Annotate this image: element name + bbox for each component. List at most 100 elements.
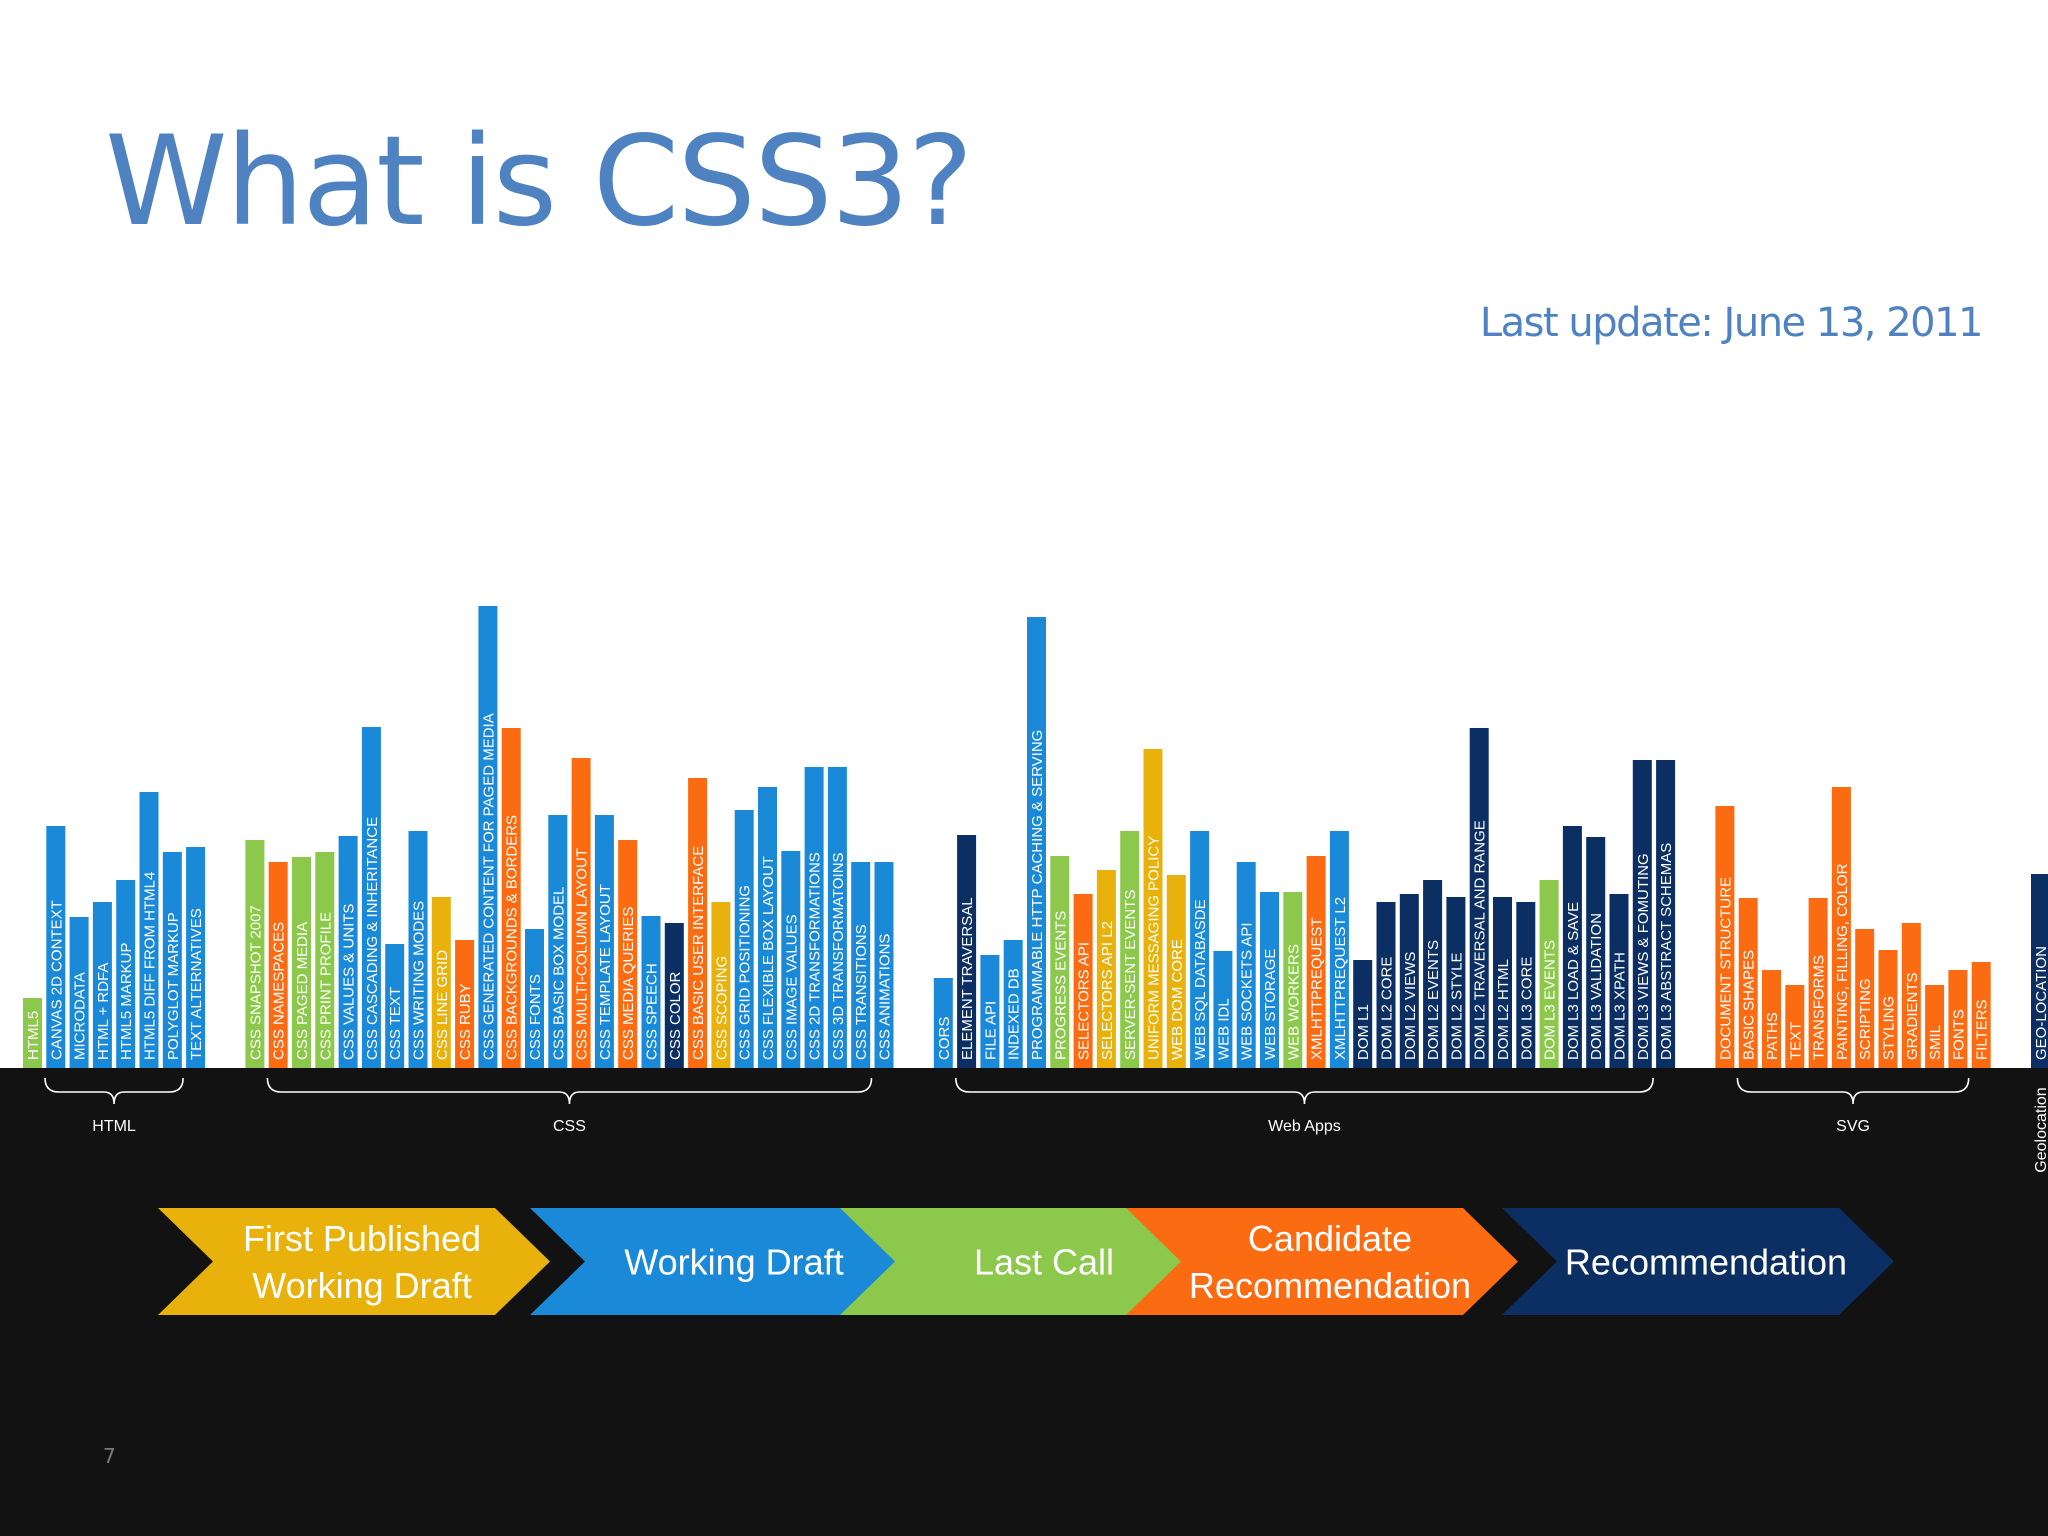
bar-label-selectors-api-l2: SELECTORS API L2 — [1099, 921, 1116, 1060]
bar-canvas-2d-context — [46, 826, 66, 1068]
bar-geo-location — [2031, 874, 2048, 1068]
group-bracket-svg — [1736, 1077, 1970, 1105]
bar-label-css-transitions: CSS TRANSITIONS — [853, 924, 870, 1060]
bar-label-html-rdfa: HTML + RDFA — [95, 963, 112, 1060]
bar-css-cascading-inheritance — [361, 727, 381, 1068]
bar-css-scoping — [711, 902, 731, 1068]
bar-label-css-scoping: CSS SCOPING — [713, 956, 730, 1060]
bar-label-cors: CORS — [936, 1017, 953, 1060]
bar-server-sent-events — [1120, 831, 1140, 1068]
bar-web-sql-databasde — [1190, 831, 1210, 1068]
bar-label-xmlhttprequest-l2: XMLHTTPREQUEST L2 — [1332, 897, 1349, 1060]
group-label-html: HTML — [92, 1118, 136, 1135]
bar-css-print-profile — [315, 852, 335, 1068]
legend-chevron-recommendation — [1502, 1208, 1894, 1315]
bar-label-canvas-2d-context: CANVAS 2D CONTEXT — [48, 900, 65, 1060]
bar-css-image-values — [781, 851, 801, 1068]
bar-label-progress-events: PROGRESS EVENTS — [1052, 911, 1069, 1060]
bar-css-color — [664, 923, 684, 1068]
bar-smil — [1925, 985, 1945, 1068]
bar-label-transforms: TRANSFORMS — [1811, 955, 1828, 1060]
bar-css-ruby — [455, 940, 475, 1068]
legend-label: Working Draft — [252, 1265, 471, 1306]
bar-label-element-traversal: ELEMENT TRAVERSAL — [959, 897, 976, 1060]
status-legend: First Published Working Draft Working Draf… — [158, 1208, 1894, 1315]
bar-label-web-dom-core: WEB DOM CORE — [1169, 939, 1186, 1060]
bar-label-dom-l2-style: DOM L2 STYLE — [1448, 952, 1465, 1060]
bar-label-html5-diff-from-html4: HTML5 DIFF FROM HTML4 — [142, 872, 159, 1060]
group-bracket-css — [266, 1077, 873, 1105]
bar-dom-l3-validation — [1586, 837, 1606, 1068]
legend-label: Recommendation — [1189, 1265, 1471, 1306]
bar-gradients — [1901, 923, 1921, 1068]
bar-css-paged-media — [292, 857, 311, 1068]
bar-css-basic-box-model — [548, 815, 568, 1068]
bar-css-media-queries — [618, 840, 638, 1068]
bar-css-fonts — [525, 929, 544, 1068]
bar-microdata — [69, 917, 89, 1068]
bar-css-grid-positioning — [734, 810, 754, 1068]
bar-web-workers — [1283, 892, 1303, 1068]
bar-label-web-sql-databasde: WEB SQL DATABASDE — [1192, 899, 1209, 1060]
bar-html5 — [23, 998, 42, 1068]
bar-label-css-grid-positioning: CSS GRID POSITIONING — [737, 885, 754, 1060]
group-label-svg: SVG — [1836, 1118, 1870, 1135]
bar-dom-l3-core — [1516, 902, 1536, 1068]
group-bracket-web-apps — [955, 1077, 1654, 1105]
bar-label-text: TEXT — [1787, 1022, 1804, 1060]
bar-css-generated-content-for-paged-media — [478, 606, 498, 1068]
bar-text-alternatives — [186, 847, 206, 1068]
bar-label-dom-l3-views-fomuting: DOM L3 VIEWS & FOMUTING — [1635, 853, 1652, 1060]
legend-chevron-first-published-working-draft — [158, 1208, 550, 1315]
bar-dom-l3-xpath — [1609, 894, 1629, 1068]
bar-indexed-db — [1003, 940, 1023, 1068]
bar-label-polyglot-markup: POLYGLOT MARKUP — [165, 912, 182, 1060]
bar-css-transitions — [851, 862, 871, 1068]
bar-dom-l2-style — [1446, 897, 1466, 1068]
bar-dom-l2-events — [1423, 880, 1443, 1068]
bar-label-uniform-messaging-policy: UNIFORM MESSAGING POLICY — [1146, 836, 1163, 1060]
bar-label-css-ruby: CSS RUBY — [457, 983, 474, 1060]
bar-label-html5-markup: HTML5 MARKUP — [118, 942, 135, 1060]
bar-label-dom-l2-events: DOM L2 EVENTS — [1425, 940, 1442, 1060]
bar-css-values-units — [338, 836, 358, 1068]
bar-label-css-values-units: CSS VALUES & UNITS — [341, 904, 358, 1060]
bar-text — [1785, 985, 1805, 1068]
bar-label-css-snapshot-2007: CSS SNAPSHOT 2007 — [247, 905, 264, 1060]
bar-label-dom-l3-load-save: DOM L3 LOAD & SAVE — [1565, 902, 1582, 1060]
bar-label-dom-l3-xpath: DOM L3 XPATH — [1612, 952, 1629, 1060]
bar-css-animations — [874, 862, 894, 1068]
bar-label-web-sockets-api: WEB SOCKETS API — [1239, 922, 1256, 1060]
bar-dom-l3-load-save — [1562, 826, 1582, 1068]
bar-label-css-template-layout: CSS TEMPLATE LAYOUT — [597, 884, 614, 1060]
bar-dom-l2-views — [1399, 894, 1419, 1068]
legend-chevron-candidate-recommendation — [1126, 1208, 1518, 1315]
bar-css-template-layout — [594, 815, 614, 1068]
bar-label-dom-l2-core: DOM L2 CORE — [1379, 957, 1396, 1060]
bar-label-dom-l2-traversal-and-range: DOM L2 TRAVERSAL AND RANGE — [1472, 820, 1489, 1060]
bar-label-server-sent-events: SERVER-SENT EVENTS — [1122, 890, 1139, 1060]
bar-label-microdata: MICRODATA — [72, 972, 89, 1060]
bar-label-css-writing-modes: CSS WRITING MODES — [411, 901, 428, 1060]
bar-paths — [1762, 970, 1781, 1068]
bar-label-fonts: FONTS — [1950, 1009, 1967, 1060]
bar-dom-l3-views-fomuting — [1632, 760, 1652, 1068]
bar-file-api — [980, 955, 1000, 1068]
bar-label-text-alternatives: TEXT ALTERNATIVES — [188, 908, 205, 1060]
bar-label-css-basic-box-model: CSS BASIC BOX MODEL — [550, 887, 567, 1060]
bar-css-writing-modes — [408, 831, 428, 1068]
bar-label-html5: HTML5 — [25, 1011, 42, 1060]
bar-label-web-workers: WEB WORKERS — [1285, 944, 1302, 1060]
bars: HTML5 CANVAS 2D CONTEXT MICRODATA HTML + RD… — [23, 606, 2048, 1068]
bar-programmable-http-caching-serving — [1027, 617, 1046, 1068]
bar-uniform-messaging-policy — [1143, 749, 1163, 1068]
bar-cors — [933, 978, 953, 1068]
bar-label-smil: SMIL — [1927, 1025, 1944, 1060]
bar-label-css-text: CSS TEXT — [387, 987, 404, 1060]
bar-selectors-api — [1073, 894, 1093, 1068]
page-number: 7 — [103, 1444, 116, 1468]
bar-label-dom-l2-html: DOM L2 HTML — [1495, 959, 1512, 1060]
bar-label-css-cascading-inheritance: CSS CASCADING & INHERITANCE — [364, 817, 381, 1060]
legend-label: Candidate — [1248, 1218, 1412, 1259]
